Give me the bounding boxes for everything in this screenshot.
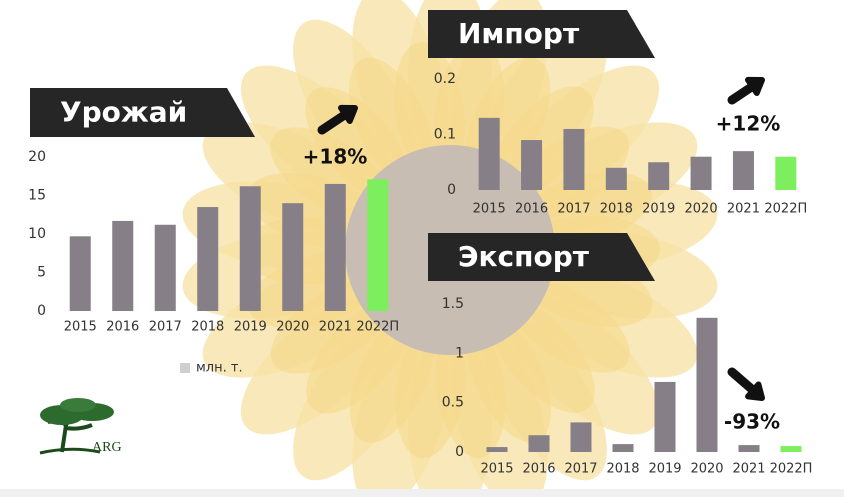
x-tick-label: 2019	[648, 462, 681, 477]
x-tick-label: 2021	[319, 320, 352, 335]
bar	[570, 422, 592, 452]
y-tick-label: 0	[447, 182, 456, 198]
title-banner	[428, 233, 655, 281]
y-tick-label: 15	[28, 188, 46, 204]
x-tick-label: 2021	[727, 202, 760, 217]
x-tick-label: 2016	[106, 320, 139, 335]
title-banner	[30, 88, 255, 137]
bar	[69, 236, 91, 311]
bar	[197, 207, 219, 311]
y-tick-label: 20	[28, 149, 46, 165]
y-tick-label: 5	[37, 265, 46, 281]
bar	[732, 151, 754, 190]
y-tick-label: 0	[37, 303, 46, 319]
x-tick-label: 2015	[64, 320, 97, 335]
x-tick-label: 2015	[480, 462, 513, 477]
x-tick-label: 2018	[191, 320, 224, 335]
bar	[478, 117, 500, 190]
x-tick-label: 2022П	[356, 320, 399, 335]
bar	[367, 179, 389, 311]
y-tick-label: 0	[455, 444, 464, 460]
x-tick-label: 2017	[149, 320, 182, 335]
bar	[654, 381, 676, 452]
bar	[239, 186, 261, 311]
bar	[775, 156, 797, 190]
bar	[738, 445, 760, 452]
trend-arrow-head	[745, 76, 765, 96]
annotation: -93%	[724, 410, 780, 434]
y-tick-label: 0.5	[442, 395, 464, 411]
bar	[605, 167, 627, 190]
x-tick-label: 2022П	[770, 462, 813, 477]
bar	[563, 128, 585, 190]
y-tick-label: 0.1	[434, 127, 456, 143]
logo: ARG	[39, 398, 122, 455]
bar	[690, 156, 712, 190]
x-tick-label: 2017	[564, 462, 597, 477]
x-tick-label: 2015	[473, 202, 506, 217]
legend-label: млн. т.	[196, 361, 243, 376]
bar	[154, 224, 176, 311]
x-tick-label: 2019	[234, 320, 267, 335]
logo-text: ARG	[92, 440, 122, 455]
bar	[521, 140, 543, 190]
trend-arrow-head	[338, 104, 358, 124]
trend-arrow-head	[745, 381, 765, 401]
annotation: +18%	[303, 145, 368, 169]
x-tick-label: 2016	[515, 202, 548, 217]
x-tick-label: 2016	[522, 462, 555, 477]
bar	[780, 446, 802, 452]
bar	[528, 435, 550, 452]
y-tick-label: 0.2	[434, 71, 456, 87]
bar	[648, 162, 670, 190]
bar	[696, 317, 718, 452]
y-tick-label: 1.5	[442, 296, 464, 312]
y-tick-label: 10	[28, 226, 46, 242]
x-tick-label: 2017	[557, 202, 590, 217]
annotation: +12%	[716, 112, 781, 136]
y-tick-label: 1	[455, 345, 464, 361]
bottom-strip	[0, 489, 844, 497]
chart-title: Урожай	[60, 96, 187, 129]
x-tick-label: 2021	[732, 462, 765, 477]
bar	[112, 220, 134, 311]
bar	[486, 447, 508, 452]
bar	[612, 444, 634, 452]
title-banner	[428, 10, 655, 58]
x-tick-label: 2018	[606, 462, 639, 477]
x-tick-label: 2019	[642, 202, 675, 217]
x-tick-label: 2022П	[764, 202, 807, 217]
bar	[324, 183, 346, 311]
bar	[282, 203, 304, 311]
x-tick-label: 2020	[685, 202, 718, 217]
legend-swatch	[180, 363, 190, 373]
x-tick-label: 2020	[690, 462, 723, 477]
x-tick-label: 2018	[600, 202, 633, 217]
x-tick-label: 2020	[276, 320, 309, 335]
chart-title: Экспорт	[458, 240, 590, 273]
chart-title: Импорт	[458, 17, 580, 50]
